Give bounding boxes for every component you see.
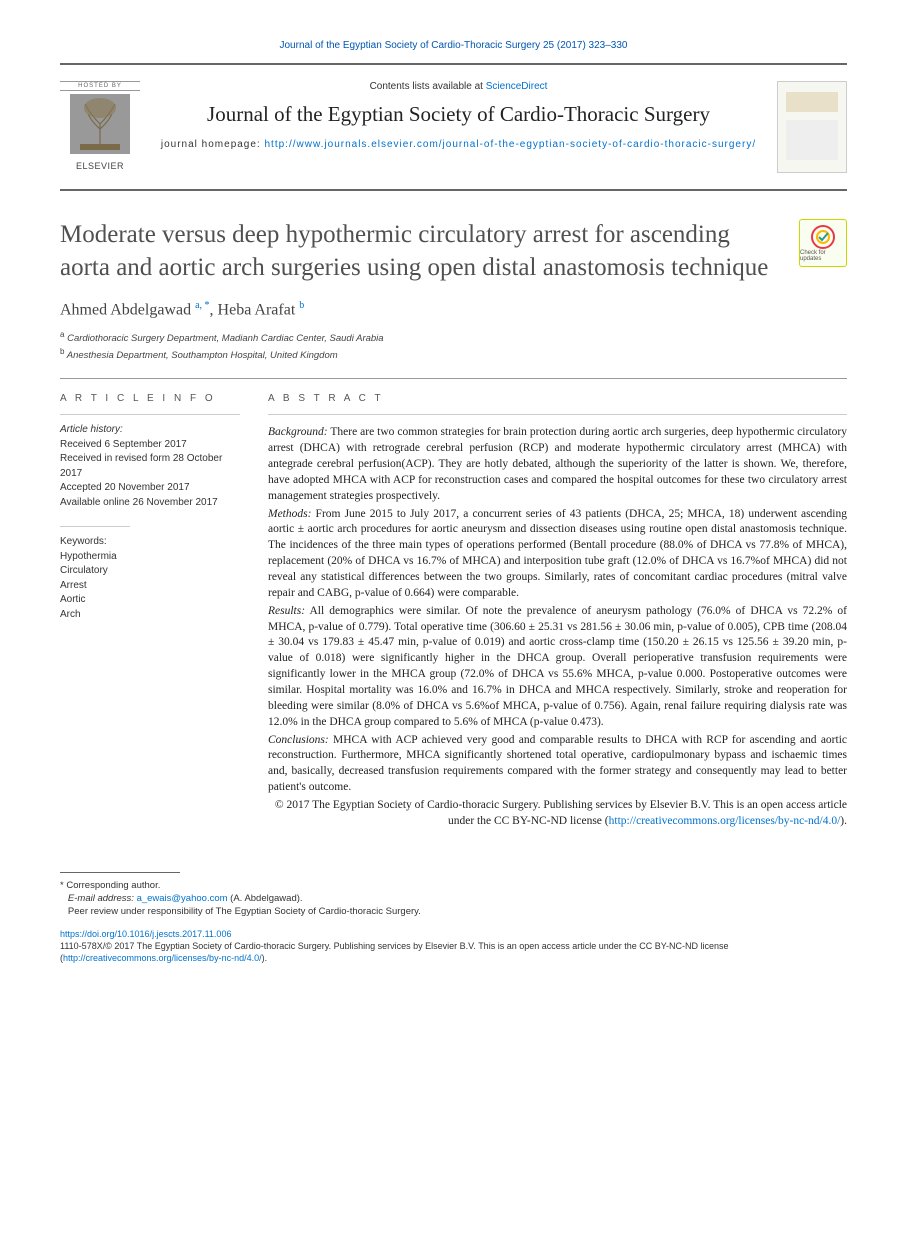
authors-line: Ahmed Abdelgawad a, *, Heba Arafat b [60, 300, 847, 319]
info-rule [60, 378, 847, 379]
email-label: E-mail address: [68, 893, 134, 904]
author-2-name: Heba Arafat [218, 301, 296, 318]
contents-line: Contents lists available at ScienceDirec… [154, 81, 763, 92]
masthead-center: Contents lists available at ScienceDirec… [154, 81, 763, 173]
history-revised: Received in revised form 28 October 2017 [60, 452, 240, 481]
abstract-results: Results: All demographics were similar. … [268, 604, 847, 731]
abstract-conclusions: Conclusions: MHCA with ACP achieved very… [268, 733, 847, 796]
homepage-link[interactable]: http://www.journals.elsevier.com/journal… [265, 139, 757, 150]
header-citation: Journal of the Egyptian Society of Cardi… [60, 40, 847, 51]
affiliation-b-text: Anesthesia Department, Southampton Hospi… [67, 350, 338, 361]
abstract-subrule [268, 414, 847, 415]
publisher-name: ELSEVIER [60, 161, 140, 171]
keyword-5: Arch [60, 608, 240, 623]
title-row: Moderate versus deep hypothermic circula… [60, 219, 847, 284]
results-label: Results: [268, 605, 305, 617]
keywords-heading: Keywords: [60, 535, 240, 550]
email-author: (A. Abdelgawad). [228, 893, 303, 904]
homepage-line: journal homepage: http://www.journals.el… [154, 139, 763, 150]
info-abstract-row: A R T I C L E I N F O Article history: R… [60, 393, 847, 831]
affiliation-a: a Cardiothoracic Surgery Department, Mad… [60, 329, 847, 345]
history-accepted: Accepted 20 November 2017 [60, 481, 240, 496]
footnote-rule [60, 872, 180, 873]
license-footer: 1110-578X/© 2017 The Egyptian Society of… [60, 940, 847, 964]
issn-suffix: ). [262, 953, 268, 963]
masthead-top-rule [60, 63, 847, 65]
keyword-4: Aortic [60, 593, 240, 608]
abstract-heading: A B S T R A C T [268, 393, 847, 404]
background-label: Background: [268, 426, 328, 438]
info-subrule [60, 414, 240, 415]
journal-cover-thumb [777, 81, 847, 173]
license-link[interactable]: http://creativecommons.org/licenses/by-n… [609, 815, 841, 827]
publisher-block: HOSTED BY ELSEVIER [60, 81, 140, 173]
doi-link[interactable]: https://doi.org/10.1016/j.jescts.2017.11… [60, 929, 231, 939]
keywords-rule [60, 526, 130, 527]
affiliation-a-marker: a [60, 330, 64, 339]
author-1-markers: a, * [195, 300, 209, 311]
homepage-prefix: journal homepage: [161, 139, 265, 150]
email-line: E-mail address: a_ewais@yahoo.com (A. Ab… [60, 892, 847, 905]
abstract-body: Background: There are two common strateg… [268, 425, 847, 829]
sciencedirect-link[interactable]: ScienceDirect [486, 81, 548, 92]
methods-label: Methods: [268, 508, 311, 520]
conclusions-label: Conclusions: [268, 734, 329, 746]
affiliation-b-marker: b [60, 347, 64, 356]
keywords-block: Keywords: Hypothermia Circulatory Arrest… [60, 535, 240, 622]
elsevier-logo-icon [70, 94, 130, 154]
methods-text: From June 2015 to July 2017, a concurren… [268, 508, 847, 599]
article-info-heading: A R T I C L E I N F O [60, 393, 240, 404]
journal-name: Journal of the Egyptian Society of Cardi… [154, 102, 763, 127]
doi-line: https://doi.org/10.1016/j.jescts.2017.11… [60, 929, 847, 939]
footnotes: * Corresponding author. E-mail address: … [60, 879, 847, 919]
corresponding-author: * Corresponding author. [60, 879, 847, 892]
abstract-col: A B S T R A C T Background: There are tw… [268, 393, 847, 831]
masthead-bottom-rule [60, 189, 847, 191]
abstract-copyright: © 2017 The Egyptian Society of Cardio-th… [268, 798, 847, 830]
history-online: Available online 26 November 2017 [60, 496, 240, 511]
keyword-1: Hypothermia [60, 550, 240, 565]
article-history: Article history: Received 6 September 20… [60, 423, 240, 510]
masthead: HOSTED BY ELSEVIER Contents lists availa… [60, 73, 847, 181]
author-1-name: Ahmed Abdelgawad [60, 301, 191, 318]
article-info-col: A R T I C L E I N F O Article history: R… [60, 393, 240, 831]
keyword-2: Circulatory [60, 564, 240, 579]
hosted-by-label: HOSTED BY [60, 81, 140, 91]
affiliation-a-text: Cardiothoracic Surgery Department, Madia… [67, 333, 383, 344]
peer-review-text: Peer review under responsibility of The … [68, 906, 421, 917]
abstract-background: Background: There are two common strateg… [268, 425, 847, 504]
crossmark-icon [810, 224, 836, 250]
keyword-3: Arrest [60, 579, 240, 594]
affiliation-b: b Anesthesia Department, Southampton Hos… [60, 346, 847, 362]
license-footer-link[interactable]: http://creativecommons.org/licenses/by-n… [63, 953, 262, 963]
conclusions-text: MHCA with ACP achieved very good and com… [268, 734, 847, 794]
email-link[interactable]: a_ewais@yahoo.com [137, 893, 228, 904]
history-received: Received 6 September 2017 [60, 438, 240, 453]
peer-review-note: Peer review under responsibility of The … [60, 905, 847, 918]
results-text: All demographics were similar. Of note t… [268, 605, 847, 728]
article-title: Moderate versus deep hypothermic circula… [60, 219, 779, 284]
author-2-markers: b [299, 300, 304, 311]
affiliations: a Cardiothoracic Surgery Department, Mad… [60, 329, 847, 362]
crossmark-badge[interactable]: Check for updates [799, 219, 847, 267]
background-text: There are two common strategies for brai… [268, 426, 847, 501]
contents-prefix: Contents lists available at [370, 81, 486, 92]
copyright-suffix: ). [840, 815, 847, 827]
abstract-methods: Methods: From June 2015 to July 2017, a … [268, 507, 847, 602]
history-heading: Article history: [60, 423, 240, 438]
crossmark-label: Check for updates [800, 250, 846, 262]
